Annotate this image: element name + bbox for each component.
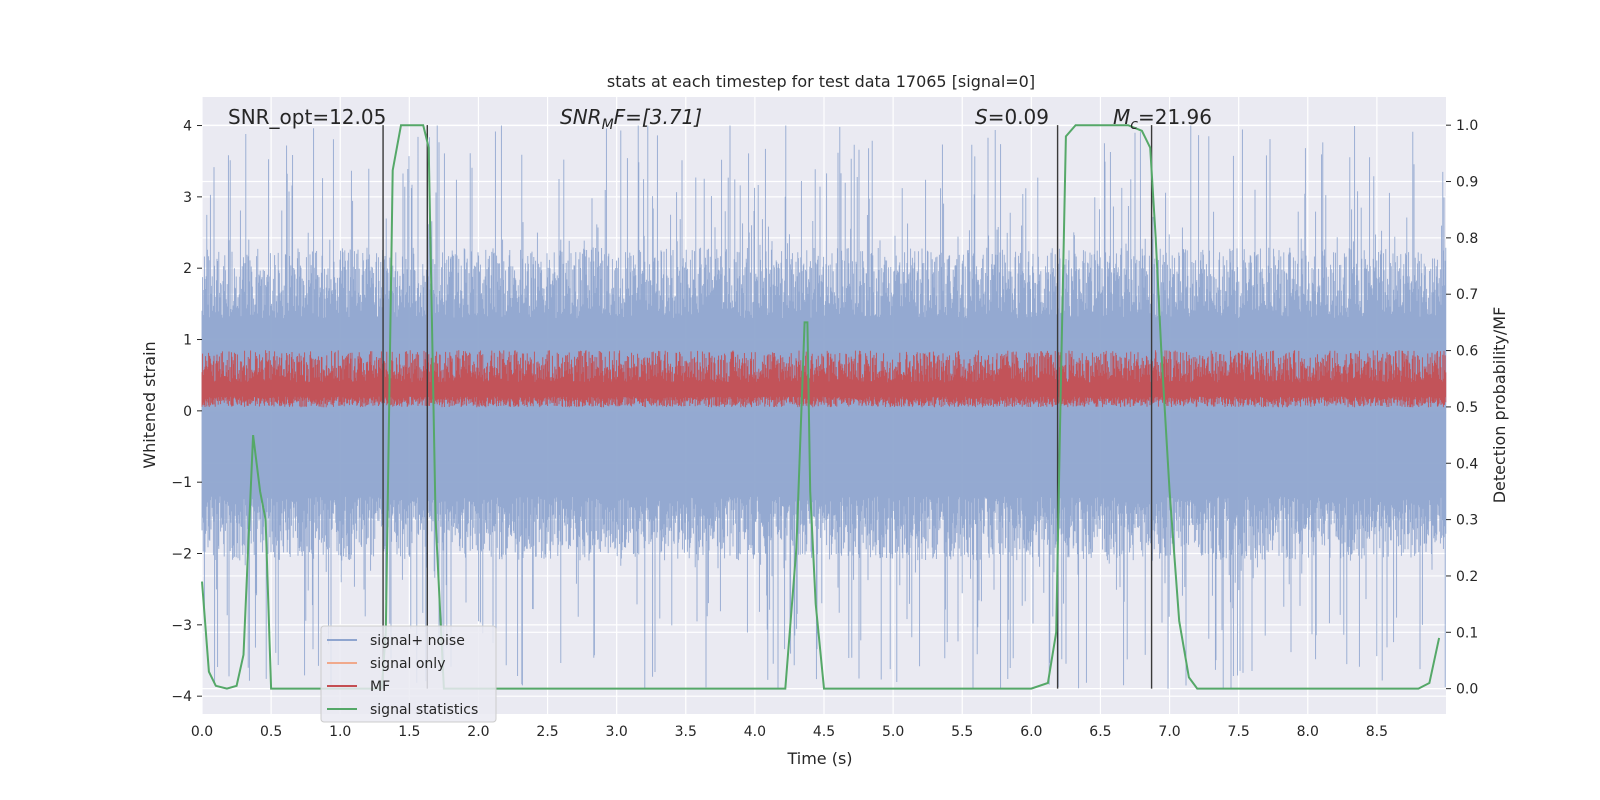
y-tick-label: 4 xyxy=(183,119,192,135)
x-tick-label: 8.0 xyxy=(1297,724,1319,740)
x-tick-label: 4.5 xyxy=(813,724,835,740)
annotation-s: S=0.09 xyxy=(975,105,1049,129)
y2-axis-ticks: 1.0 0.9 0.8 0.7 0.6 0.5 0.4 0.3 0.2 0.1 0.0 xyxy=(1446,118,1478,698)
x-tick-label: 5.5 xyxy=(951,724,973,740)
x-tick-label: 2.0 xyxy=(467,724,489,740)
y2-axis-label: Detection probability/MF xyxy=(1490,307,1509,504)
x-tick-label: 7.0 xyxy=(1158,724,1180,740)
annotation-mc: Mc=21.96 xyxy=(1113,105,1212,133)
y-tick-label: 1 xyxy=(183,333,192,349)
x-axis-ticks: 0.0 0.5 1.0 1.5 2.0 2.5 3.0 3.5 4.0 4.5 5.0 5.5 6.0 6… xyxy=(191,724,1388,740)
y2-tick-label: 0.0 xyxy=(1456,682,1478,698)
x-tick-label: 4.0 xyxy=(744,724,766,740)
y2-tick-label: 0.5 xyxy=(1456,400,1478,416)
signal-statistics-line xyxy=(201,124,1441,690)
y2-tick-label: 0.2 xyxy=(1456,569,1478,585)
annotation-snr-opt: SNR_opt=12.05 xyxy=(228,105,386,129)
vertical-lines xyxy=(382,125,1153,689)
y2-tick-label: 0.6 xyxy=(1456,344,1478,360)
x-tick-label: 2.5 xyxy=(536,724,558,740)
x-tick-label: 0.5 xyxy=(260,724,282,740)
y2-tick-label: 0.9 xyxy=(1456,175,1478,191)
x-axis-label: Time (s) xyxy=(786,749,852,768)
legend-label-signal-noise: signal+ noise xyxy=(370,633,465,649)
y2-tick-label: 0.1 xyxy=(1456,625,1478,641)
legend-box xyxy=(320,625,497,723)
series-mf xyxy=(201,350,1447,408)
chart-title: stats at each timestep for test data 170… xyxy=(607,72,1035,91)
y2-tick-label: 0.8 xyxy=(1456,231,1478,247)
y-axis-ticks: 4 3 2 1 0 −1 −2 −3 −4 xyxy=(171,119,202,705)
x-tick-label: 6.5 xyxy=(1089,724,1111,740)
y2-tick-label: 0.3 xyxy=(1456,513,1478,529)
y2-tick-label: 0.4 xyxy=(1456,456,1478,472)
y-tick-label: 0 xyxy=(183,404,192,420)
series-signal-statistics xyxy=(201,124,1441,690)
y-tick-label: −3 xyxy=(171,618,192,634)
x-tick-label: 3.0 xyxy=(606,724,628,740)
x-tick-label: 1.0 xyxy=(329,724,351,740)
y-tick-label: 3 xyxy=(183,190,192,206)
y-tick-label: −1 xyxy=(171,475,192,491)
mf-trace xyxy=(201,350,1447,408)
x-tick-label: 8.5 xyxy=(1366,724,1388,740)
x-tick-label: 3.5 xyxy=(675,724,697,740)
annotation-snr-mf: SNRMF=[3.71] xyxy=(560,105,702,133)
x-tick-label: 5.0 xyxy=(882,724,904,740)
legend-label-signal-only: signal only xyxy=(370,656,445,672)
y-axis-label: Whitened strain xyxy=(140,341,159,468)
legend: signal+ noise signal only MF signal stat… xyxy=(320,625,497,723)
legend-label-signal-statistics: signal statistics xyxy=(370,702,478,718)
x-tick-label: 7.5 xyxy=(1228,724,1250,740)
legend-label-mf: MF xyxy=(370,679,390,695)
y-tick-label: −4 xyxy=(171,689,192,705)
y-tick-label: 2 xyxy=(183,261,192,277)
y2-tick-label: 0.7 xyxy=(1456,287,1478,303)
x-tick-label: 6.0 xyxy=(1020,724,1042,740)
y2-tick-label: 1.0 xyxy=(1456,118,1478,134)
y-tick-label: −2 xyxy=(171,547,192,563)
x-tick-label: 0.0 xyxy=(191,724,213,740)
x-tick-label: 1.5 xyxy=(398,724,420,740)
